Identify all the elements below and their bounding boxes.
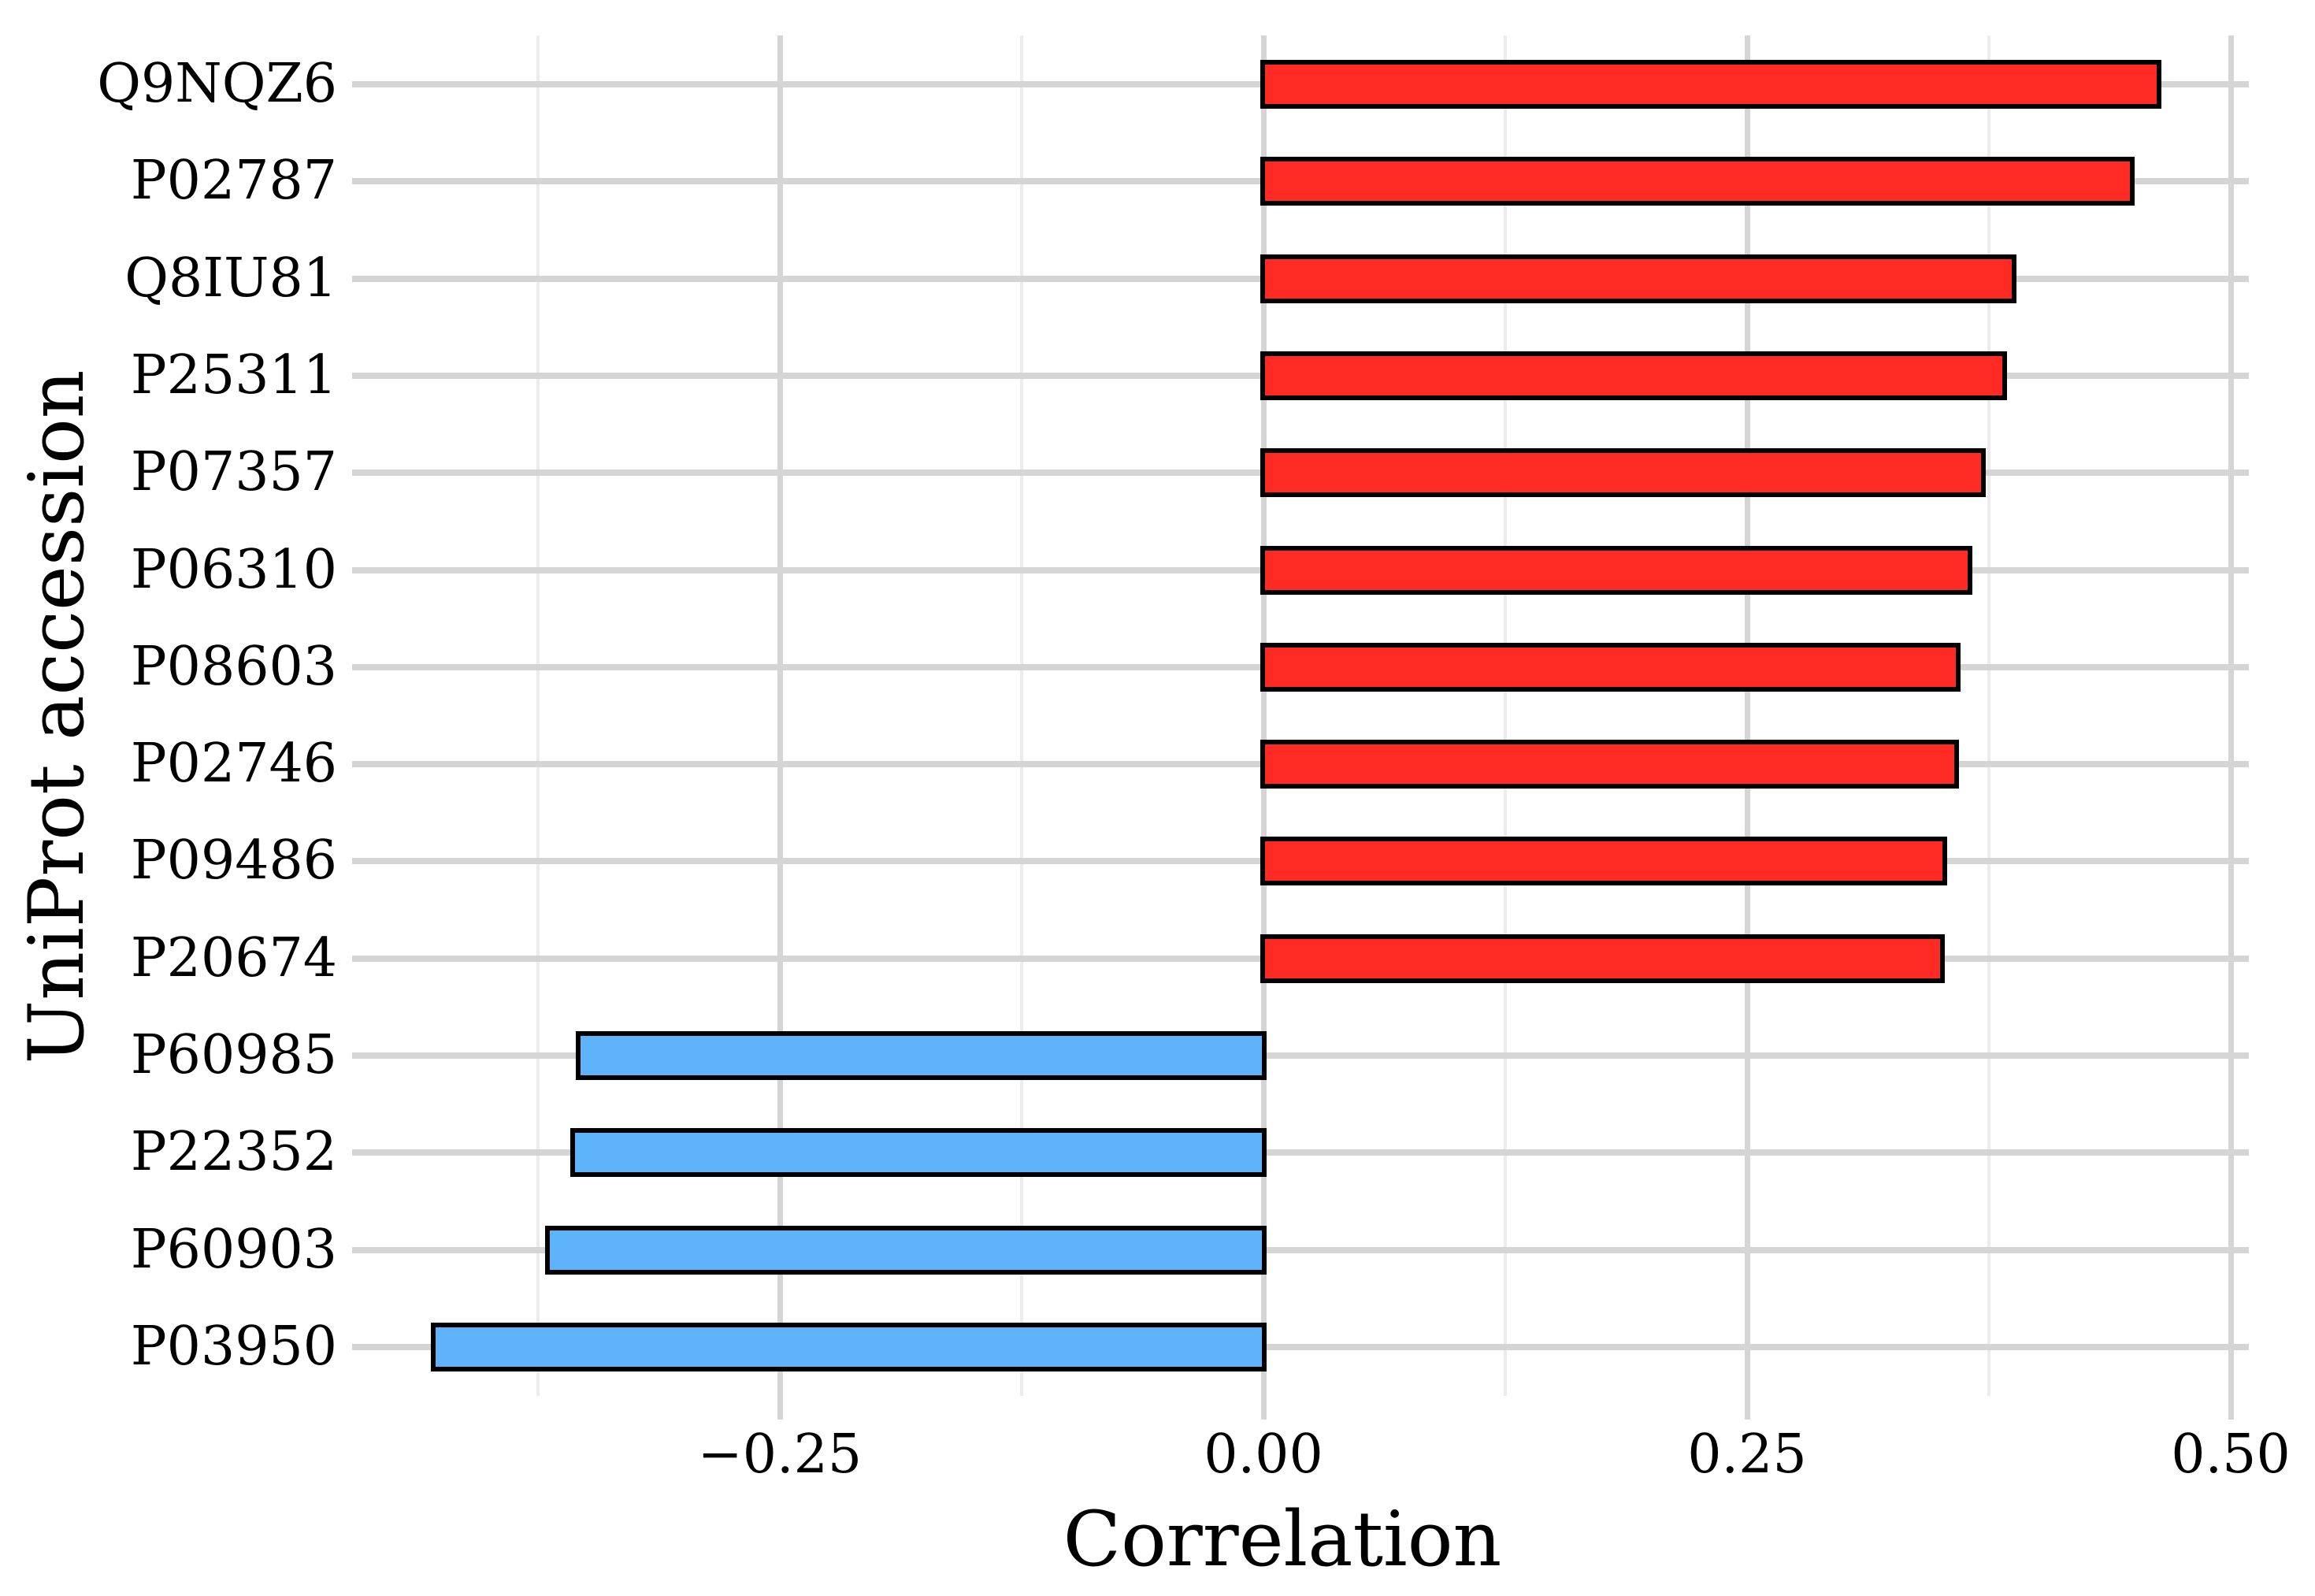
bar-P20674 — [1260, 934, 1945, 983]
bar-P07357 — [1260, 448, 1986, 497]
bar-P22352 — [570, 1128, 1267, 1177]
x-tick-label-0.00: 0.00 — [1204, 1423, 1323, 1486]
x-tick-mark — [777, 1396, 783, 1420]
bar-P02746 — [1260, 740, 1959, 789]
row-gridline — [352, 1149, 2249, 1156]
bar-P08603 — [1260, 643, 1961, 692]
x-tick-label-0.25: 0.25 — [1687, 1423, 1807, 1486]
category-label-P60903: P60903 — [130, 1219, 337, 1281]
x-axis-title: Correlation — [1063, 1495, 1502, 1583]
category-label-P02746: P02746 — [130, 733, 337, 795]
bar-Q9NQZ6 — [1260, 60, 2161, 109]
category-label-P22352: P22352 — [130, 1121, 337, 1183]
minor-gridline — [1020, 35, 1023, 1396]
bar-Q8IU81 — [1260, 254, 2016, 303]
category-label-P60985: P60985 — [130, 1024, 337, 1086]
category-label-P06310: P06310 — [130, 539, 337, 601]
x-tick-mark — [1261, 1396, 1267, 1420]
minor-gridline — [1987, 35, 1990, 1396]
row-gridline — [352, 1247, 2249, 1253]
bar-P03950 — [431, 1323, 1267, 1371]
x-tick-label-−0.25: −0.25 — [697, 1423, 863, 1486]
bar-P06310 — [1260, 546, 1972, 595]
category-label-P02787: P02787 — [130, 150, 337, 212]
plot-area — [352, 35, 2249, 1396]
category-label-Q8IU81: Q8IU81 — [124, 247, 337, 310]
category-label-P03950: P03950 — [130, 1316, 337, 1378]
x-tick-mark — [1745, 1396, 1750, 1420]
y-axis-category-labels: Q9NQZ6 P02787 Q8IU81 P25311 P07357 P06310 P086… — [0, 0, 337, 1596]
row-gridline — [352, 1052, 2249, 1059]
bar-P09486 — [1260, 837, 1947, 885]
major-gridline — [2228, 35, 2234, 1396]
major-gridline — [777, 35, 783, 1396]
bar-P02787 — [1260, 157, 2135, 206]
category-label-P20674: P20674 — [130, 927, 337, 989]
minor-gridline — [536, 35, 540, 1396]
x-tick-label-0.50: 0.50 — [2171, 1423, 2291, 1486]
category-label-P25311: P25311 — [130, 344, 337, 406]
category-label-P07357: P07357 — [130, 441, 337, 503]
major-gridline — [1745, 35, 1750, 1396]
bar-P60903 — [545, 1226, 1267, 1275]
category-label-P08603: P08603 — [130, 636, 337, 698]
bar-P60985 — [576, 1031, 1267, 1080]
major-gridline — [1261, 35, 1267, 1396]
category-label-Q9NQZ6: Q9NQZ6 — [97, 53, 337, 115]
category-label-P09486: P09486 — [130, 830, 337, 892]
row-gridline — [352, 1344, 2249, 1350]
x-tick-mark — [2228, 1396, 2234, 1420]
minor-gridline — [1504, 35, 1507, 1396]
bar-P25311 — [1260, 351, 2007, 400]
